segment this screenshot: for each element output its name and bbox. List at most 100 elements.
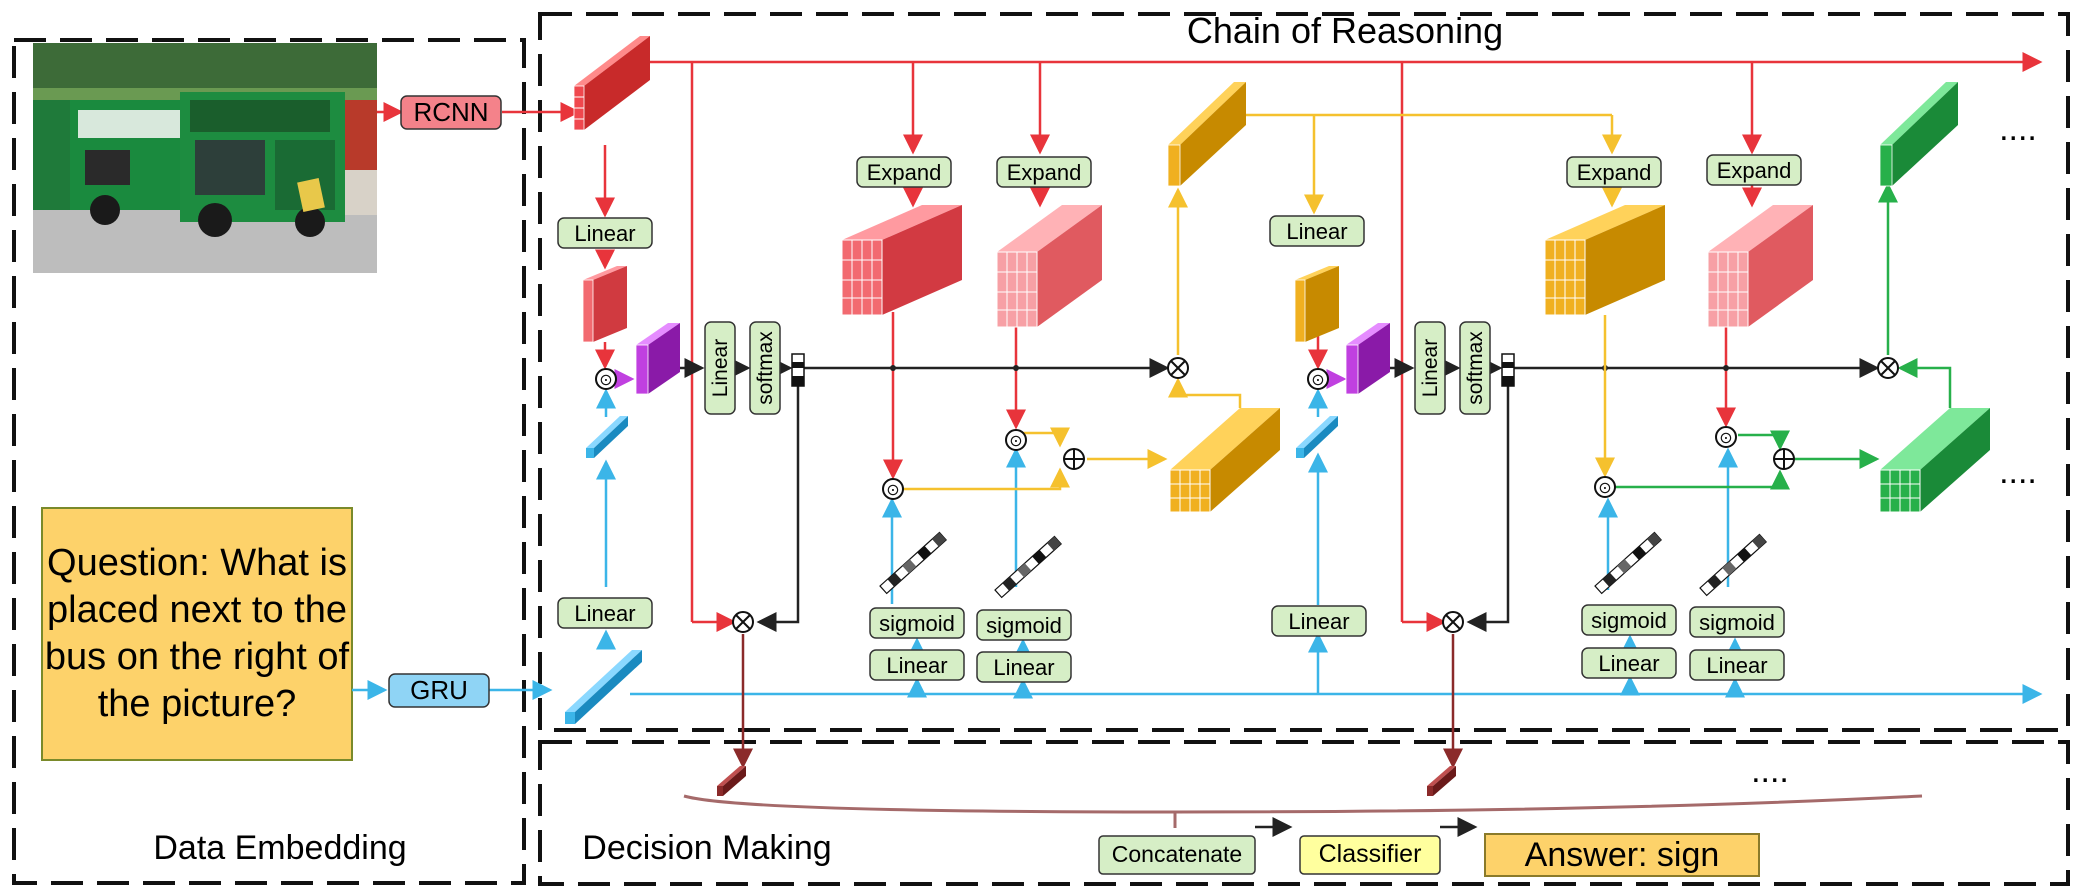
expanded-features-c bbox=[1544, 205, 1665, 316]
hadamard-operator bbox=[882, 478, 904, 500]
sigmoid-box bbox=[869, 607, 965, 639]
classifier-label: Classifier bbox=[1319, 840, 1422, 868]
linear-box-question-2 bbox=[1271, 605, 1367, 637]
linear-label: Linear bbox=[886, 653, 947, 678]
svg-text:⊙: ⊙ bbox=[599, 370, 612, 389]
reasoning-output-2 bbox=[1427, 766, 1456, 796]
expanded-features-a bbox=[841, 205, 962, 316]
image-features-tensor bbox=[573, 36, 650, 131]
svg-text:⊙: ⊙ bbox=[1598, 478, 1611, 497]
linear-label: Linear bbox=[574, 221, 635, 246]
softmax-box-2 bbox=[1459, 321, 1491, 415]
decision-making-title: Decision Making bbox=[582, 829, 831, 867]
expand-box bbox=[856, 156, 952, 188]
sigmoid-label: sigmoid bbox=[1699, 610, 1775, 635]
linear-box-attention-2 bbox=[1414, 321, 1446, 415]
question-box bbox=[41, 507, 353, 761]
expand-label: Expand bbox=[867, 160, 942, 185]
hadamard-operator bbox=[1594, 476, 1616, 498]
question-embedding-tensor bbox=[565, 650, 642, 724]
hadamard-operator bbox=[595, 368, 617, 390]
softmax-label: softmax bbox=[754, 331, 777, 405]
sigmoid-gate-2 bbox=[994, 535, 1062, 599]
data-embedding-frame bbox=[12, 38, 526, 885]
linear-box-question bbox=[557, 597, 653, 629]
sigmoid-box bbox=[976, 609, 1072, 641]
linear-label: Linear bbox=[574, 601, 635, 626]
question-embedding-small bbox=[586, 416, 628, 458]
linear-box-image-2 bbox=[1269, 215, 1365, 247]
question-text: Question: What is placed next to the bus… bbox=[44, 542, 350, 725]
ellipsis: .... bbox=[1999, 110, 2037, 148]
fused-feature-tensor bbox=[635, 323, 680, 395]
sigmoid-gate-4 bbox=[1699, 533, 1767, 597]
expanded-features-b bbox=[996, 205, 1102, 328]
linear-box-image bbox=[557, 217, 653, 249]
reasoning-output-1 bbox=[717, 766, 746, 796]
answer-box bbox=[1484, 833, 1760, 877]
expand-label: Expand bbox=[1577, 160, 1652, 185]
classifier-box bbox=[1299, 835, 1441, 875]
linear-label-vertical: Linear bbox=[709, 339, 732, 397]
sigmoid-gate-1 bbox=[879, 531, 947, 595]
expanded-features-d bbox=[1707, 205, 1813, 328]
rcnn-box bbox=[400, 95, 502, 130]
question-embedding-small-2 bbox=[1296, 416, 1338, 458]
expand-label: Expand bbox=[1007, 160, 1082, 185]
sigmoid-label: sigmoid bbox=[986, 613, 1062, 638]
concatenate-brace bbox=[683, 794, 1923, 814]
hadamard-operator bbox=[1005, 429, 1027, 451]
data-embedding-title: Data Embedding bbox=[153, 829, 406, 867]
fused-feature-tensor-2 bbox=[1345, 323, 1390, 395]
expand-box bbox=[996, 156, 1092, 188]
projected-image-tensor-2 bbox=[1294, 266, 1339, 343]
chain-of-reasoning-frame bbox=[538, 12, 2070, 732]
sigmoid-label: sigmoid bbox=[879, 611, 955, 636]
svg-text:⊙: ⊙ bbox=[1009, 431, 1022, 450]
linear-label: Linear bbox=[993, 655, 1054, 680]
gru-box bbox=[388, 673, 490, 708]
updated-memory-tensor bbox=[1169, 408, 1280, 513]
expand-box bbox=[1566, 156, 1662, 188]
expand-label: Expand bbox=[1717, 158, 1792, 183]
linear-label: Linear bbox=[1286, 219, 1347, 244]
gru-label: GRU bbox=[410, 675, 468, 705]
chain-of-reasoning-title: Chain of Reasoning bbox=[1187, 10, 1503, 51]
concatenate-label: Concatenate bbox=[1112, 841, 1242, 867]
softmax-box bbox=[749, 321, 781, 415]
sigmoid-gate-3 bbox=[1594, 531, 1662, 595]
attention-weights bbox=[791, 353, 805, 387]
ellipsis: .... bbox=[1999, 453, 2037, 491]
sigmoid-box bbox=[1581, 604, 1677, 636]
ellipsis: .... bbox=[1751, 752, 1789, 790]
decision-making-frame bbox=[538, 740, 2070, 886]
linear-box-gate bbox=[976, 651, 1072, 683]
linear-label: Linear bbox=[1288, 609, 1349, 634]
expand-box bbox=[1706, 154, 1802, 186]
updated-memory-tensor-2 bbox=[1879, 408, 1990, 513]
softmax-label: softmax bbox=[1464, 331, 1487, 405]
svg-text:⊙: ⊙ bbox=[886, 480, 899, 499]
linear-box-gate bbox=[1689, 649, 1785, 681]
hadamard-operator bbox=[1715, 426, 1737, 448]
answer-label: Answer: sign bbox=[1525, 836, 1720, 874]
linear-box-gate bbox=[1581, 647, 1677, 679]
svg-text:⊙: ⊙ bbox=[1719, 428, 1732, 447]
linear-box-gate bbox=[869, 649, 965, 681]
projected-image-tensor bbox=[582, 266, 627, 343]
svg-text:⊙: ⊙ bbox=[1311, 370, 1324, 389]
rcnn-label: RCNN bbox=[413, 97, 488, 127]
concatenate-box bbox=[1098, 835, 1256, 875]
attended-feature-tensor-2 bbox=[1879, 82, 1958, 187]
sigmoid-label: sigmoid bbox=[1591, 608, 1667, 633]
linear-label: Linear bbox=[1706, 653, 1767, 678]
hadamard-operator bbox=[1307, 368, 1329, 390]
sigmoid-box bbox=[1689, 606, 1785, 638]
bus-photo bbox=[33, 43, 377, 273]
linear-label: Linear bbox=[1598, 651, 1659, 676]
attention-weights-2 bbox=[1501, 353, 1515, 387]
linear-label-vertical: Linear bbox=[1419, 339, 1442, 397]
linear-box-attention bbox=[704, 321, 736, 415]
attended-feature-tensor bbox=[1167, 82, 1246, 187]
